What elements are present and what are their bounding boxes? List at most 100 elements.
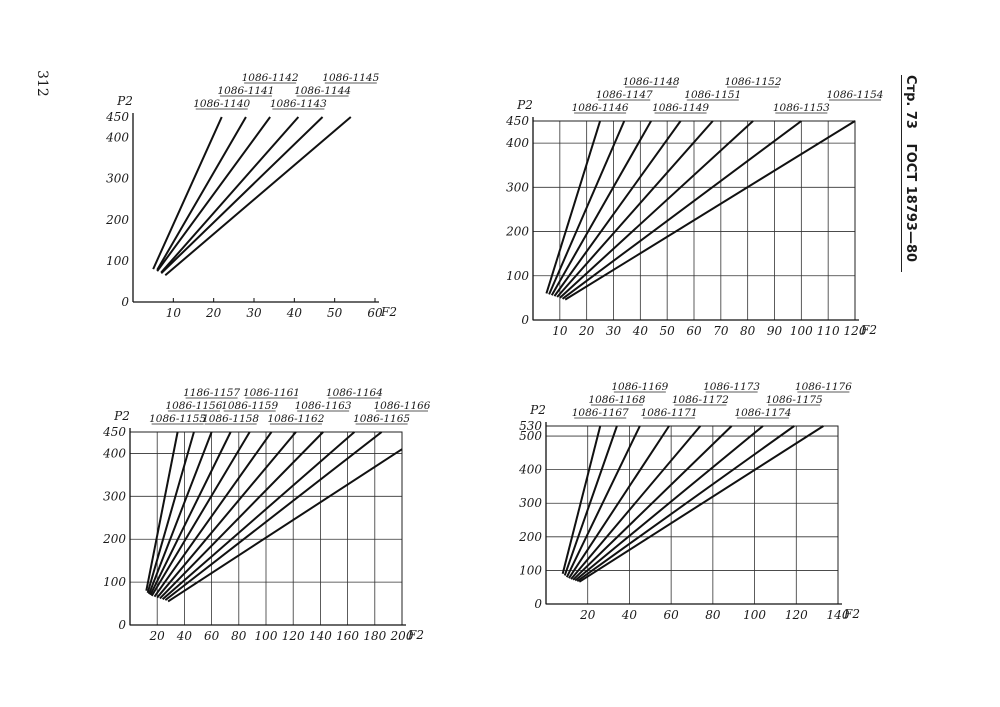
y-axis-label: P2 (529, 403, 546, 417)
series-line (148, 431, 213, 595)
series-line (164, 431, 383, 601)
series-label: 1086-1153 (773, 102, 830, 114)
y-tick-label: 450 (105, 110, 129, 124)
series-line (156, 116, 247, 271)
series-label: 1086-1151 (684, 89, 741, 101)
series-line (159, 431, 324, 600)
series-label: 1086-1144 (294, 85, 351, 97)
series-line (149, 431, 232, 596)
series-label: 1086-1143 (270, 98, 327, 110)
series-line (156, 431, 297, 599)
series-label: 1086-1167 (572, 407, 629, 419)
series-line (145, 431, 179, 591)
series-label: 1086-1172 (672, 394, 729, 406)
x-tick-label: 40 (621, 608, 638, 622)
x-tick-label: 50 (660, 324, 676, 338)
y-tick-label: 100 (103, 575, 126, 589)
y-tick-label: 300 (519, 496, 542, 510)
series-line (578, 425, 824, 583)
chart-2: 10 20 30 40 50 60 70 80 90 100 110 120 0 100 200 300 400… (505, 76, 883, 338)
series-label: 1086-1146 (572, 102, 629, 114)
series-line (146, 431, 195, 594)
y-tick-label: 0 (121, 295, 129, 309)
x-axis-label: F2 (860, 323, 877, 337)
y-tick-label: 400 (518, 463, 542, 477)
series-label: 1086-1145 (322, 72, 379, 84)
x-tick-label: 80 (705, 608, 721, 622)
series-label: 1086-1171 (641, 407, 698, 419)
series-label: 1086-1174 (734, 407, 791, 419)
x-tick-label: 180 (363, 629, 386, 643)
series-label: 1086-1159 (221, 400, 278, 412)
plot-frame (545, 425, 839, 605)
x-tick-label: 60 (367, 306, 383, 320)
x-tick-label: 60 (686, 324, 702, 338)
series-label: 1086-1141 (217, 85, 274, 97)
x-axis-label: F2 (843, 607, 860, 621)
x-tick-label: 140 (309, 629, 332, 643)
y-axis-label: P2 (116, 94, 133, 108)
x-axis-label: F2 (407, 628, 424, 642)
series-label: 1086-1163 (295, 400, 352, 412)
series-line (152, 116, 223, 270)
series-label: 1086-1166 (374, 400, 431, 412)
series-label: 1086-1176 (795, 381, 852, 393)
series-line (563, 425, 618, 576)
series-line (160, 116, 300, 274)
y-tick-label: 0 (521, 313, 529, 327)
series-line (568, 425, 670, 579)
series-line (576, 425, 795, 582)
series-label: 1086-1173 (703, 381, 760, 393)
x-tick-label: 20 (205, 306, 222, 320)
y-tick-label: 200 (518, 530, 542, 544)
series-label: 1086-1156 (165, 400, 222, 412)
y-tick-label: 100 (106, 254, 129, 268)
series-label: 1086-1161 (243, 387, 300, 399)
series-line (550, 120, 652, 296)
x-tick-label: 40 (632, 324, 649, 338)
series-label: 1086-1169 (611, 381, 668, 393)
series-line (565, 425, 641, 578)
x-tick-label: 100 (743, 608, 766, 622)
series-line (153, 431, 273, 598)
y-tick-label: 300 (106, 172, 129, 186)
x-tick-label: 50 (327, 306, 343, 320)
series-line (572, 425, 733, 581)
y-tick-label: 300 (103, 489, 126, 503)
series-line (161, 431, 356, 601)
x-tick-label: 100 (255, 629, 278, 643)
x-tick-label: 20 (149, 629, 166, 643)
series-line (556, 120, 714, 298)
series-label: 1086-1148 (623, 76, 680, 88)
y-axis-label: P2 (516, 98, 533, 112)
series-line (160, 116, 324, 274)
series-label: 1086-1175 (766, 394, 823, 406)
y-tick-label: 100 (519, 563, 542, 577)
x-tick-label: 80 (740, 324, 756, 338)
series-label: 1086-1142 (242, 72, 299, 84)
series-line (150, 431, 251, 597)
series-line (548, 120, 626, 295)
series-line (545, 120, 602, 294)
series-line (561, 425, 602, 575)
y-tick-label: 300 (506, 180, 529, 194)
y-tick-label: 200 (505, 225, 529, 239)
x-tick-label: 40 (286, 306, 303, 320)
x-tick-label: 30 (246, 306, 262, 320)
x-tick-label: 200 (390, 629, 414, 643)
y-tick-label: 0 (534, 597, 542, 611)
y-tick-label: 450 (102, 425, 126, 439)
series-line (164, 116, 352, 277)
series-label: 1086-1140 (193, 98, 250, 110)
x-tick-label: 120 (844, 324, 867, 338)
x-tick-label: 90 (767, 324, 783, 338)
series-label: 1086-1168 (588, 394, 645, 406)
series-label: 1086-1162 (267, 413, 324, 425)
chart-1: 10 20 30 40 50 60 0 100 200 300 400 450 P2 F2 1086-114… (105, 72, 397, 320)
y-tick-label: 450 (505, 114, 529, 128)
series-label: 1086-1164 (326, 387, 383, 399)
series-label: 1186-1157 (183, 387, 240, 399)
y-tick-label: 200 (102, 532, 126, 546)
x-tick-label: 140 (827, 608, 850, 622)
